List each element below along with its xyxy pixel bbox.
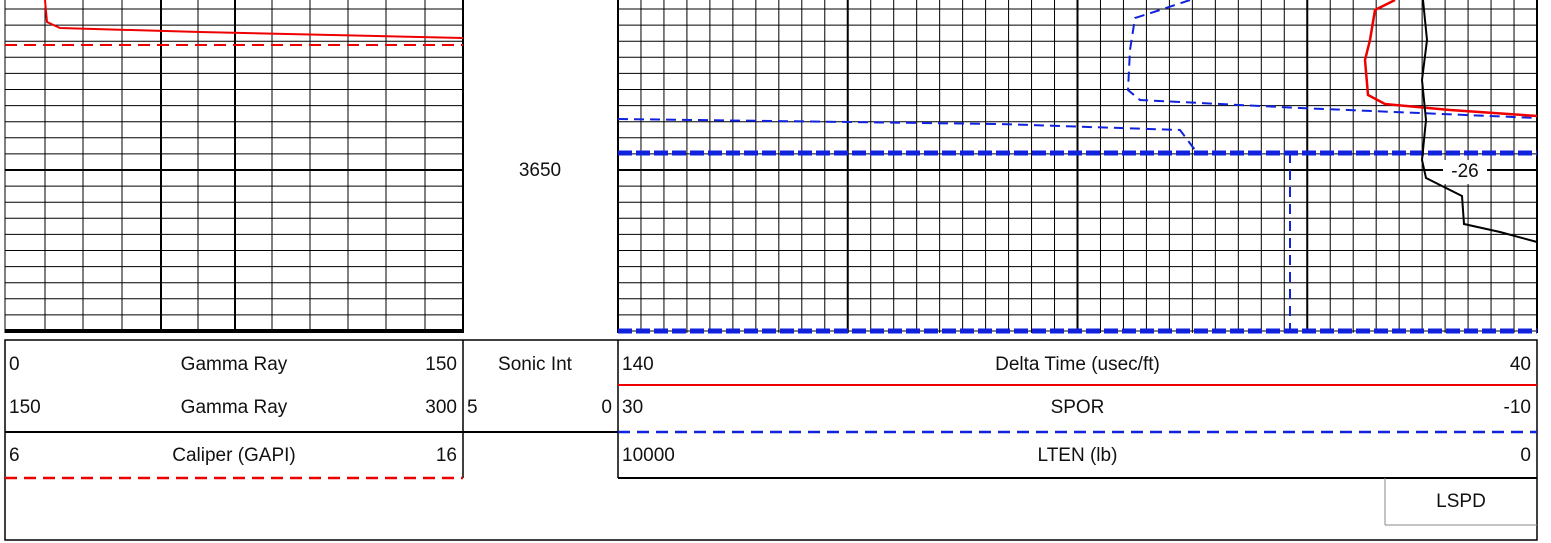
depth-min: 5 (467, 397, 478, 418)
lten-curve (1420, 0, 1538, 243)
scale-min: 30 (622, 397, 643, 418)
lspd-header: LSPD (1436, 491, 1486, 512)
spor-curve (1126, 0, 1538, 119)
scale-min: 6 (9, 445, 20, 466)
scale-min: 10000 (622, 445, 675, 466)
gamma-curve (44, 0, 464, 39)
scale-min: 0 (9, 354, 20, 375)
delta-time-curve (1363, 0, 1538, 118)
curve-name: SPOR (1051, 397, 1105, 418)
scale-max: 16 (436, 445, 457, 466)
scale-max: 150 (425, 354, 457, 375)
scale-min: 140 (622, 354, 654, 375)
scale-max: 300 (425, 397, 457, 418)
scale-max: 0 (1520, 445, 1531, 466)
curve-name: Delta Time (usec/ft) (995, 354, 1160, 375)
curves: -26 (5, 0, 1538, 334)
spor-curve-2 (617, 118, 1196, 151)
header (4, 339, 1538, 541)
header-box (4, 339, 1538, 541)
grid (4, 0, 1538, 333)
depth-max: 0 (601, 397, 612, 418)
curve-name: LTEN (lb) (1038, 445, 1118, 466)
depth-header: Sonic Int (498, 354, 573, 375)
scale-max: 40 (1510, 354, 1531, 375)
annotation-bg (1443, 160, 1487, 184)
scale-max: -10 (1504, 397, 1531, 418)
annotation: -26 (1451, 161, 1478, 182)
curve-name: Caliper (GAPI) (172, 445, 296, 466)
curve-name: Gamma Ray (181, 397, 288, 418)
scale-min: 150 (9, 397, 41, 418)
curve-name: Gamma Ray (181, 354, 288, 375)
depth-label: 3650 (519, 160, 561, 181)
